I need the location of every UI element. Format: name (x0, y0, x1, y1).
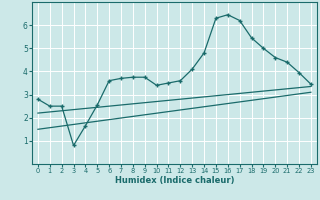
X-axis label: Humidex (Indice chaleur): Humidex (Indice chaleur) (115, 176, 234, 185)
